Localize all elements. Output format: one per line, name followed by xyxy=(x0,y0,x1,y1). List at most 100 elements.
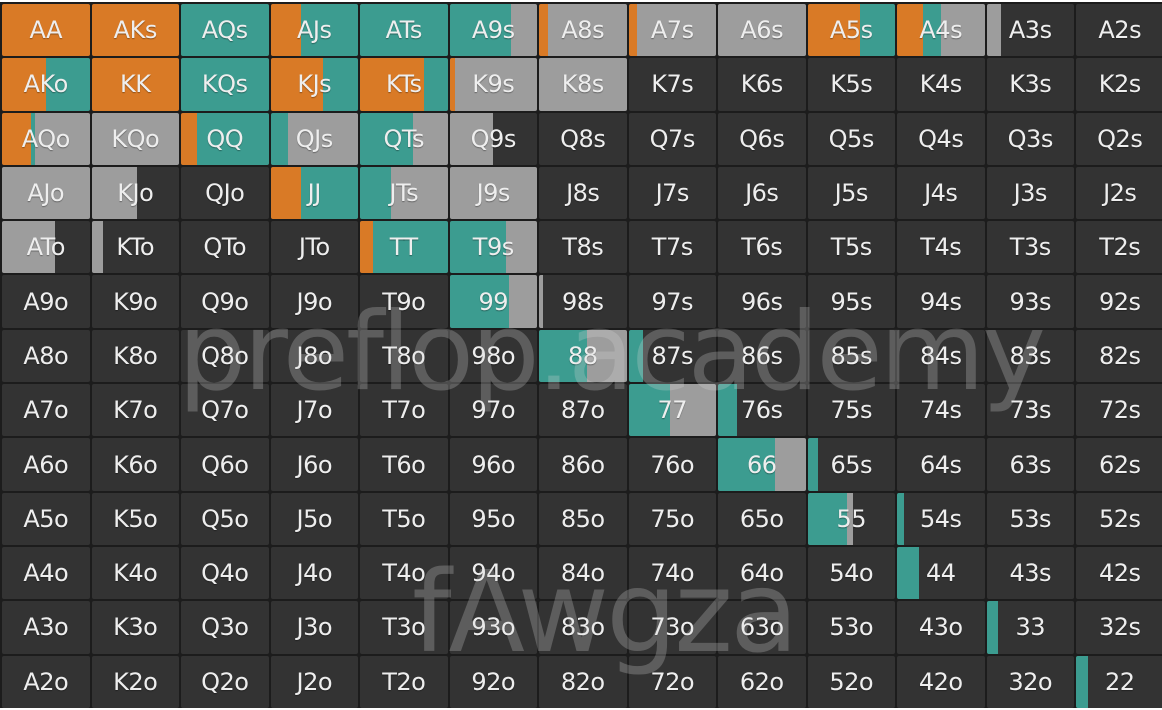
hand-cell-J6s[interactable]: J6s xyxy=(718,166,806,220)
hand-cell-Q6s[interactable]: Q6s xyxy=(718,112,806,165)
hand-cell-95o[interactable]: 95o xyxy=(449,492,537,545)
hand-cell-86s[interactable]: 86s xyxy=(718,329,806,383)
hand-cell-KQs[interactable]: KQs xyxy=(181,58,269,111)
hand-cell-96o[interactable]: 96o xyxy=(449,438,537,491)
hand-cell-99[interactable]: 99 xyxy=(449,275,537,328)
hand-cell-54o[interactable]: 54o xyxy=(807,546,895,600)
hand-cell-JTs[interactable]: JTs xyxy=(360,166,448,220)
hand-cell-J9s[interactable]: J9s xyxy=(449,166,537,220)
hand-cell-Q4o[interactable]: Q4o xyxy=(181,546,269,600)
hand-cell-65o[interactable]: 65o xyxy=(718,492,806,545)
hand-cell-93s[interactable]: 93s xyxy=(986,275,1074,328)
hand-cell-AJo[interactable]: AJo xyxy=(2,166,90,220)
hand-cell-93o[interactable]: 93o xyxy=(449,601,537,654)
hand-cell-A7s[interactable]: A7s xyxy=(628,4,716,57)
hand-cell-AKo[interactable]: AKo xyxy=(2,58,90,111)
hand-cell-JJ[interactable]: JJ xyxy=(270,166,358,220)
hand-cell-A3o[interactable]: A3o xyxy=(2,601,90,654)
hand-cell-QJs[interactable]: QJs xyxy=(270,112,358,165)
hand-cell-42s[interactable]: 42s xyxy=(1076,546,1162,600)
hand-cell-J2s[interactable]: J2s xyxy=(1076,166,1162,220)
hand-cell-K4o[interactable]: K4o xyxy=(91,546,179,600)
hand-cell-AQs[interactable]: AQs xyxy=(181,4,269,57)
hand-cell-Q9s[interactable]: Q9s xyxy=(449,112,537,165)
hand-cell-T2s[interactable]: T2s xyxy=(1076,221,1162,274)
hand-cell-A5o[interactable]: A5o xyxy=(2,492,90,545)
hand-cell-95s[interactable]: 95s xyxy=(807,275,895,328)
hand-cell-A6o[interactable]: A6o xyxy=(2,438,90,491)
hand-cell-AQo[interactable]: AQo xyxy=(2,112,90,165)
hand-cell-KK[interactable]: KK xyxy=(91,58,179,111)
hand-cell-T6s[interactable]: T6s xyxy=(718,221,806,274)
hand-cell-77[interactable]: 77 xyxy=(628,384,716,437)
hand-cell-42o[interactable]: 42o xyxy=(897,655,985,708)
hand-cell-J4s[interactable]: J4s xyxy=(897,166,985,220)
hand-cell-75o[interactable]: 75o xyxy=(628,492,716,545)
hand-cell-K4s[interactable]: K4s xyxy=(897,58,985,111)
hand-cell-A2s[interactable]: A2s xyxy=(1076,4,1162,57)
hand-cell-76s[interactable]: 76s xyxy=(718,384,806,437)
hand-cell-KTo[interactable]: KTo xyxy=(91,221,179,274)
hand-cell-K3s[interactable]: K3s xyxy=(986,58,1074,111)
hand-cell-94o[interactable]: 94o xyxy=(449,546,537,600)
hand-cell-63o[interactable]: 63o xyxy=(718,601,806,654)
hand-cell-A9o[interactable]: A9o xyxy=(2,275,90,328)
hand-cell-J8s[interactable]: J8s xyxy=(539,166,627,220)
hand-cell-A8s[interactable]: A8s xyxy=(539,4,627,57)
hand-cell-52s[interactable]: 52s xyxy=(1076,492,1162,545)
hand-cell-Q3o[interactable]: Q3o xyxy=(181,601,269,654)
hand-cell-K3o[interactable]: K3o xyxy=(91,601,179,654)
hand-cell-K6s[interactable]: K6s xyxy=(718,58,806,111)
hand-cell-KTs[interactable]: KTs xyxy=(360,58,448,111)
hand-cell-T9o[interactable]: T9o xyxy=(360,275,448,328)
hand-cell-K7o[interactable]: K7o xyxy=(91,384,179,437)
hand-cell-TT[interactable]: TT xyxy=(360,221,448,274)
hand-cell-Q5o[interactable]: Q5o xyxy=(181,492,269,545)
hand-cell-98o[interactable]: 98o xyxy=(449,329,537,383)
hand-cell-76o[interactable]: 76o xyxy=(628,438,716,491)
hand-cell-Q7s[interactable]: Q7s xyxy=(628,112,716,165)
hand-cell-64o[interactable]: 64o xyxy=(718,546,806,600)
hand-cell-A9s[interactable]: A9s xyxy=(449,4,537,57)
hand-cell-T4s[interactable]: T4s xyxy=(897,221,985,274)
hand-cell-73o[interactable]: 73o xyxy=(628,601,716,654)
hand-cell-62s[interactable]: 62s xyxy=(1076,438,1162,491)
hand-cell-K9s[interactable]: K9s xyxy=(449,58,537,111)
hand-cell-K8s[interactable]: K8s xyxy=(539,58,627,111)
hand-cell-J6o[interactable]: J6o xyxy=(270,438,358,491)
hand-cell-98s[interactable]: 98s xyxy=(539,275,627,328)
hand-cell-33[interactable]: 33 xyxy=(986,601,1074,654)
hand-cell-K9o[interactable]: K9o xyxy=(91,275,179,328)
hand-cell-62o[interactable]: 62o xyxy=(718,655,806,708)
hand-cell-43o[interactable]: 43o xyxy=(897,601,985,654)
hand-cell-QJo[interactable]: QJo xyxy=(181,166,269,220)
hand-cell-AKs[interactable]: AKs xyxy=(91,4,179,57)
hand-cell-Q9o[interactable]: Q9o xyxy=(181,275,269,328)
hand-cell-97s[interactable]: 97s xyxy=(628,275,716,328)
hand-cell-T7o[interactable]: T7o xyxy=(360,384,448,437)
hand-cell-KQo[interactable]: KQo xyxy=(91,112,179,165)
hand-cell-74o[interactable]: 74o xyxy=(628,546,716,600)
hand-cell-44[interactable]: 44 xyxy=(897,546,985,600)
hand-cell-QTo[interactable]: QTo xyxy=(181,221,269,274)
hand-cell-J2o[interactable]: J2o xyxy=(270,655,358,708)
hand-cell-J3o[interactable]: J3o xyxy=(270,601,358,654)
hand-cell-72s[interactable]: 72s xyxy=(1076,384,1162,437)
hand-cell-K6o[interactable]: K6o xyxy=(91,438,179,491)
hand-cell-32o[interactable]: 32o xyxy=(986,655,1074,708)
hand-cell-92s[interactable]: 92s xyxy=(1076,275,1162,328)
hand-cell-Q8o[interactable]: Q8o xyxy=(181,329,269,383)
hand-cell-Q5s[interactable]: Q5s xyxy=(807,112,895,165)
hand-cell-JTo[interactable]: JTo xyxy=(270,221,358,274)
hand-cell-86o[interactable]: 86o xyxy=(539,438,627,491)
hand-cell-82o[interactable]: 82o xyxy=(539,655,627,708)
hand-cell-74s[interactable]: 74s xyxy=(897,384,985,437)
hand-cell-J8o[interactable]: J8o xyxy=(270,329,358,383)
hand-cell-J7o[interactable]: J7o xyxy=(270,384,358,437)
hand-cell-T4o[interactable]: T4o xyxy=(360,546,448,600)
hand-cell-T6o[interactable]: T6o xyxy=(360,438,448,491)
hand-cell-J9o[interactable]: J9o xyxy=(270,275,358,328)
hand-cell-ATo[interactable]: ATo xyxy=(2,221,90,274)
hand-cell-ATs[interactable]: ATs xyxy=(360,4,448,57)
hand-cell-A5s[interactable]: A5s xyxy=(807,4,895,57)
